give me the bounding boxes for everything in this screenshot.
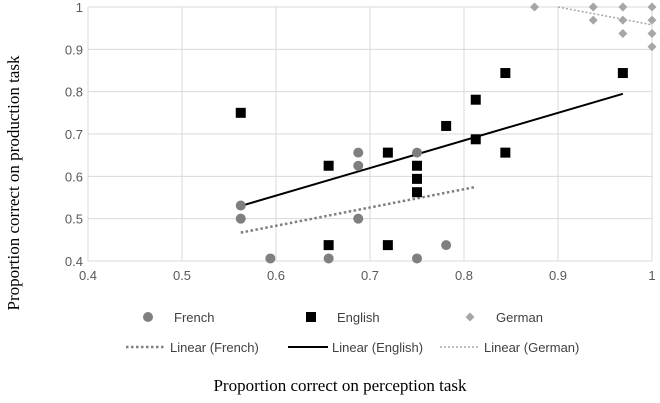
legend-marker-english [306, 312, 316, 322]
data-point-english [323, 240, 334, 251]
legend-marker-german [465, 312, 475, 322]
data-point-english [470, 134, 481, 145]
y-tick-label: 0.9 [65, 42, 83, 57]
legend-trend-label: Linear (French) [170, 340, 259, 355]
data-point-french [235, 200, 246, 211]
legend: French English German Linear (French) Linear… [126, 310, 579, 355]
data-point-german [588, 15, 598, 25]
x-axis-title: Proportion correct on perception task [213, 376, 467, 395]
data-point-french [412, 147, 422, 158]
y-axis-title: Proportion correct on production task [4, 55, 23, 310]
data-point-english [617, 68, 628, 79]
data-point-english [382, 147, 393, 158]
data-point-english [500, 147, 511, 158]
data-point-english [235, 107, 246, 118]
gridlines [87, 6, 653, 262]
legend-marker-french [143, 312, 153, 322]
legend-trend-label: Linear (English) [332, 340, 423, 355]
y-tick-label: 1 [76, 0, 83, 15]
trendlines [240, 6, 653, 234]
data-point-english [412, 173, 422, 184]
legend-label-german: German [496, 310, 543, 325]
data-point-german [618, 15, 628, 25]
x-tick-label: 0.4 [79, 268, 97, 283]
data-point-english [382, 240, 393, 251]
data-point-german [647, 15, 657, 25]
data-point-english [470, 94, 481, 105]
data-point-english [412, 187, 422, 198]
data-point-german [588, 2, 598, 12]
data-point-german [618, 2, 628, 12]
data-points [235, 2, 657, 264]
data-point-english [500, 68, 511, 79]
data-point-french [353, 160, 364, 171]
data-point-english [412, 160, 422, 171]
y-tick-label: 0.5 [65, 212, 83, 227]
data-point-french [412, 253, 422, 264]
x-tick-label: 1 [648, 268, 655, 283]
legend-label-french: French [174, 310, 214, 325]
x-tick-label: 0.8 [455, 268, 473, 283]
y-tick-label: 0.6 [65, 169, 83, 184]
trendline [557, 6, 653, 26]
data-point-german [647, 28, 657, 38]
data-point-french [235, 213, 246, 224]
y-axis-ticks: 0.4 0.5 0.6 0.7 0.8 0.9 1 [65, 0, 83, 269]
data-point-german [618, 28, 628, 38]
x-tick-label: 0.9 [549, 268, 567, 283]
data-point-french [441, 240, 452, 251]
trendline [240, 92, 624, 207]
data-point-german [530, 2, 539, 12]
y-tick-label: 0.8 [65, 85, 83, 100]
y-tick-label: 0.4 [65, 254, 83, 269]
data-point-english [323, 160, 334, 171]
data-point-german [647, 42, 657, 52]
x-tick-label: 0.6 [267, 268, 285, 283]
data-point-french [353, 147, 364, 158]
legend-trend-label: Linear (German) [484, 340, 579, 355]
x-tick-label: 0.5 [173, 268, 191, 283]
data-point-french [353, 213, 364, 224]
data-point-french [265, 253, 276, 264]
data-point-german [647, 2, 657, 12]
y-tick-label: 0.7 [65, 127, 83, 142]
data-point-english [441, 120, 452, 131]
data-point-french [323, 253, 334, 264]
x-axis-ticks: 0.4 0.5 0.6 0.7 0.8 0.9 1 [79, 268, 656, 283]
legend-label-english: English [337, 310, 380, 325]
x-tick-label: 0.7 [361, 268, 379, 283]
